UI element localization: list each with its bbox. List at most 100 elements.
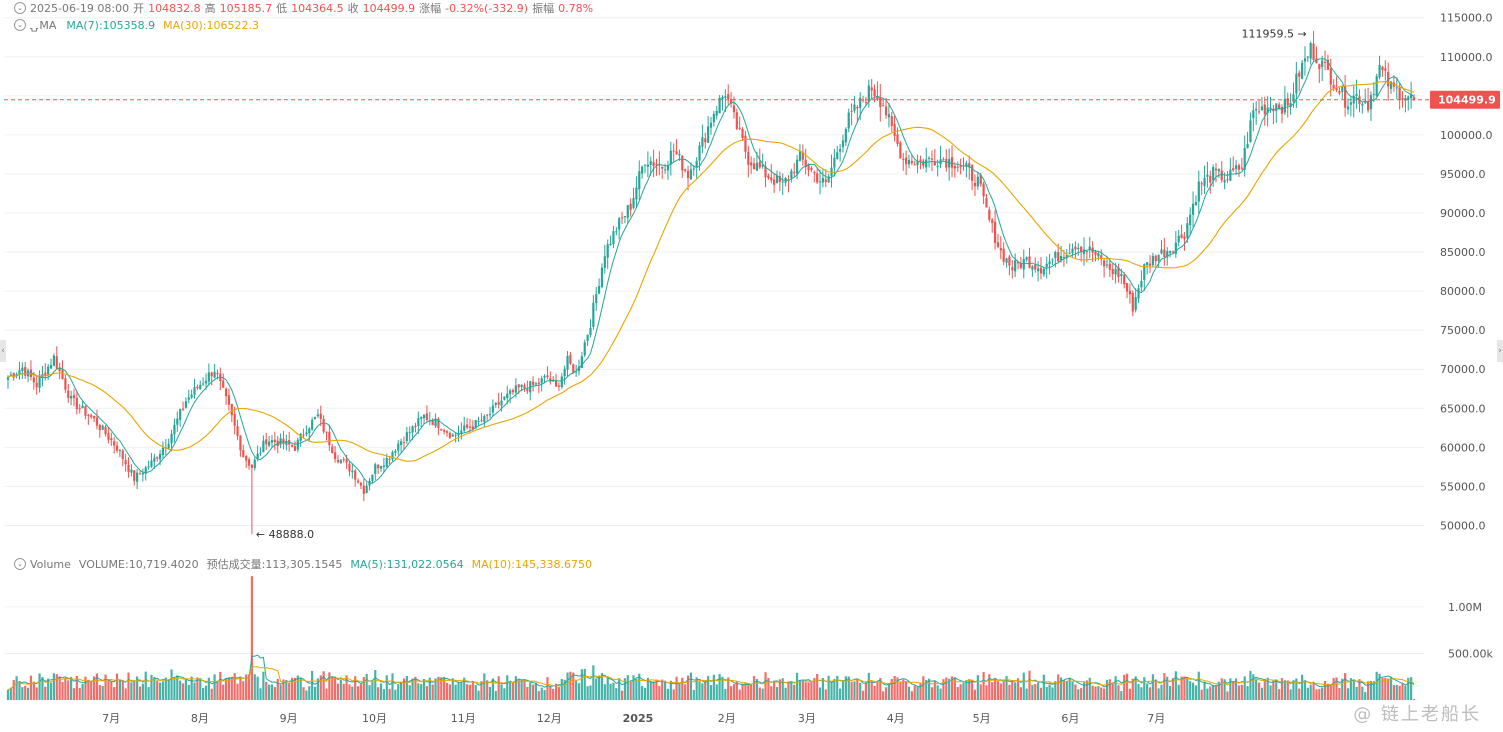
volume-bar — [58, 676, 61, 700]
candle-body — [609, 243, 612, 245]
candle-body — [884, 106, 888, 116]
ma30-line — [7, 80, 1415, 462]
candle-body — [1045, 263, 1048, 268]
volume-bar — [818, 687, 822, 700]
candle-body — [1194, 202, 1198, 206]
volume-bar — [623, 678, 627, 700]
volume-bar — [302, 687, 305, 700]
volume-bar — [1335, 677, 1338, 700]
candle-body — [1085, 251, 1088, 253]
volume-bar — [440, 677, 443, 700]
volume-bar — [1057, 674, 1060, 700]
volume-bar — [1111, 682, 1114, 700]
candle-body — [1346, 106, 1350, 110]
candle-body — [729, 99, 733, 104]
volume-bar — [454, 684, 457, 700]
volume-bar — [1097, 686, 1100, 700]
volume-bar — [1309, 684, 1312, 700]
volume-bar — [1082, 682, 1086, 700]
candle-body — [299, 433, 302, 441]
candle-body — [678, 153, 681, 156]
volume-bar — [230, 676, 233, 700]
volume-bar — [755, 678, 759, 700]
volume-bar — [1395, 684, 1398, 700]
volume-bar — [1031, 684, 1034, 700]
chevron-down-icon[interactable]: ⌄ — [14, 19, 26, 31]
volume-bar — [1186, 677, 1189, 700]
candle-body — [1163, 249, 1166, 258]
candle-body — [1114, 268, 1117, 275]
candle-body — [1275, 103, 1278, 112]
candle-body — [692, 168, 695, 170]
price-tick-label: 90000.0 — [1440, 207, 1486, 220]
volume-bar — [534, 682, 538, 700]
volume-bar — [138, 686, 142, 700]
candle-body — [942, 159, 945, 161]
candle-body — [98, 425, 101, 431]
volume-bar — [770, 686, 773, 700]
volume-bar — [1183, 676, 1186, 700]
candle-body — [1318, 64, 1321, 70]
candle-body — [1243, 148, 1246, 170]
volume-ma5-line — [7, 654, 1415, 691]
chevron-down-icon[interactable]: ⌄ — [14, 2, 26, 14]
candle-body — [1226, 179, 1229, 181]
volume-bar — [417, 683, 420, 700]
volume-bar — [253, 674, 256, 700]
candle-body — [1266, 107, 1269, 113]
collapse-left-handle[interactable]: ‹ — [0, 340, 6, 362]
candle-body — [113, 441, 116, 446]
open-label: 开 — [133, 2, 145, 15]
estimated-volume: 预估成交量:113,305.1545 — [206, 558, 343, 571]
candle-body — [250, 464, 253, 468]
volume-bar — [414, 676, 417, 700]
candle-body — [511, 390, 515, 393]
collapse-right-handle[interactable]: › — [1497, 340, 1503, 362]
volume-bar — [311, 670, 314, 700]
candle-body — [859, 97, 862, 108]
candle-body — [184, 401, 188, 408]
candle-body — [1234, 165, 1238, 169]
candle-body — [81, 405, 84, 409]
candle-body — [158, 453, 162, 460]
candle-body — [167, 443, 170, 449]
volume-bar — [813, 678, 816, 700]
volume-bar — [672, 689, 675, 700]
candle-body — [161, 447, 165, 456]
volume-bar — [431, 684, 434, 700]
candle-body — [927, 157, 931, 159]
candle-body — [35, 382, 38, 388]
volume-bar — [1410, 677, 1413, 700]
candle-body — [603, 256, 606, 268]
candle-body — [1344, 86, 1347, 108]
candle-body — [434, 418, 437, 427]
volume-bar — [1065, 680, 1068, 700]
volume-bar — [661, 679, 664, 700]
candle-body — [566, 355, 569, 370]
candle-body — [1295, 73, 1298, 94]
volume-bar — [118, 680, 122, 700]
volume-bar — [1232, 681, 1235, 700]
volume-bar — [405, 675, 408, 700]
candle-body — [385, 457, 388, 467]
volume-bar — [850, 681, 853, 700]
chevron-down-icon[interactable]: ⌄ — [14, 558, 26, 570]
candle-body — [374, 464, 377, 474]
candle-body — [1186, 223, 1189, 238]
close-value: 104499.9 — [362, 1, 416, 15]
volume-bar — [549, 686, 552, 700]
volume-bar — [1263, 678, 1266, 700]
candle-body — [1177, 235, 1180, 243]
candle-body — [1037, 268, 1040, 272]
candle-body — [1171, 251, 1175, 253]
volume-bar — [554, 683, 558, 700]
volume-bar — [1278, 689, 1281, 700]
candle-body — [414, 425, 417, 428]
bell-icon[interactable]: ⍽ — [30, 18, 39, 32]
candle-body — [595, 294, 598, 304]
volume-bar — [1037, 682, 1040, 700]
volume-bar — [1407, 677, 1410, 700]
candle-body — [563, 368, 566, 377]
